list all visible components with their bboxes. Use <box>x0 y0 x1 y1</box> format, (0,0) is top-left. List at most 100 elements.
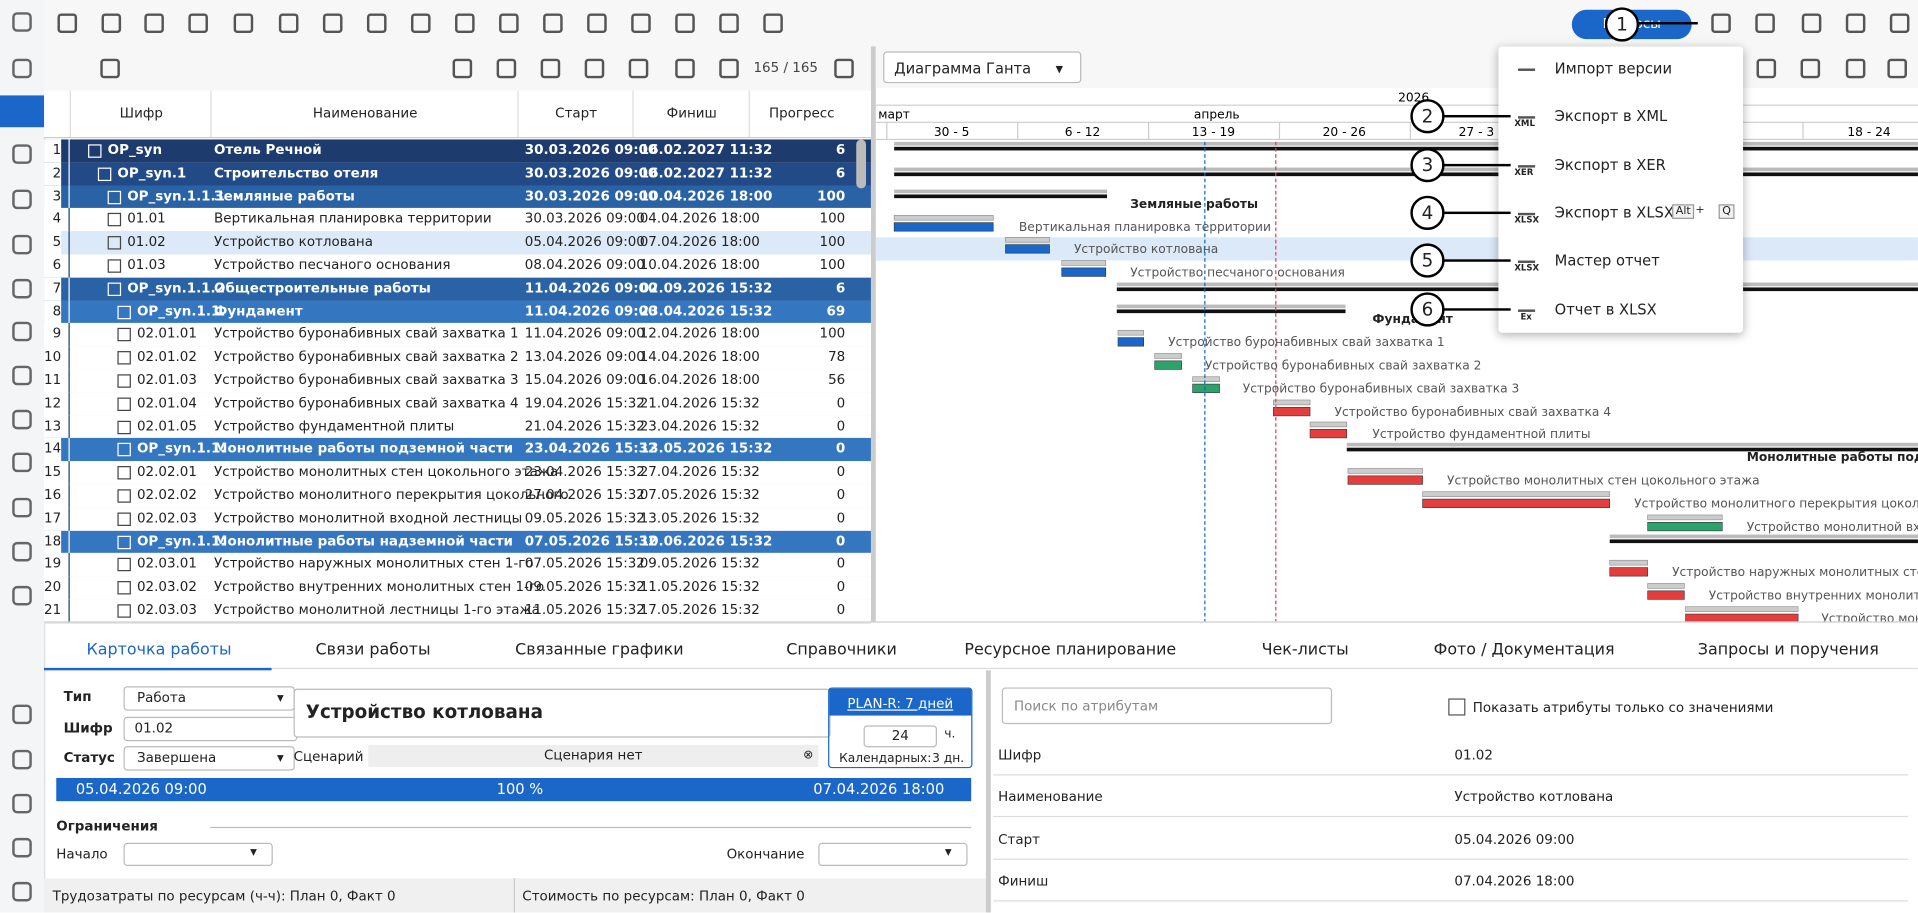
table-row[interactable]: 8 OP_syn.1.1. Фундамент 11.04.2026 09:00 23.… <box>44 300 871 325</box>
view-select[interactable]: Диаграмма Ганта ▾ <box>883 51 1082 84</box>
sidebar-icon[interactable] <box>12 144 32 164</box>
sidebar-icon[interactable] <box>12 12 32 32</box>
begin-select[interactable]: ▾ <box>123 842 273 867</box>
table-row[interactable]: 9 02.01.01 Устройство буронабивных свай за… <box>44 323 871 348</box>
table-row[interactable]: 15 02.02.01 Устройство монолитных стен цок… <box>44 461 871 486</box>
toolbar-icon[interactable] <box>584 58 605 79</box>
sidebar-icon[interactable] <box>12 541 32 562</box>
table-row[interactable]: 10 02.01.02 Устройство буронабивных свай з… <box>44 346 871 371</box>
toolbar-icon[interactable] <box>719 13 739 34</box>
toolbar-icon[interactable] <box>1800 58 1821 79</box>
toolbar-icon[interactable] <box>834 58 854 79</box>
checkbox[interactable] <box>107 236 122 250</box>
attribute-search[interactable]: Поиск по атрибутам <box>1001 687 1333 725</box>
table-row[interactable]: 17 02.02.03 Устройство монолитной входной … <box>44 507 871 532</box>
tab[interactable]: Ресурсное планирование <box>964 640 1177 660</box>
checkbox[interactable] <box>107 190 122 204</box>
checkbox[interactable] <box>117 466 131 480</box>
toolbar-icon[interactable] <box>144 13 164 34</box>
sidebar-icon[interactable] <box>12 189 32 210</box>
table-row[interactable]: 2 OP_syn.1 Строительство отеля 30.03.2026 0… <box>44 162 871 187</box>
toolbar-icon[interactable] <box>719 58 739 79</box>
toolbar-icon[interactable] <box>100 58 120 79</box>
tab[interactable]: Запросы и поручения <box>1697 640 1879 660</box>
table-row[interactable]: 14 OP_syn.1.1. Монолитные работы подземной… <box>44 438 871 463</box>
table-row[interactable]: 6 01.03 Устройство песчаного основания 08.0… <box>44 254 871 279</box>
toolbar-icon[interactable] <box>1756 58 1777 79</box>
checkbox[interactable] <box>117 512 131 526</box>
tab[interactable]: Карточка работы <box>86 640 232 660</box>
toolbar-icon[interactable] <box>322 13 343 34</box>
tab[interactable]: Фото / Документация <box>1433 640 1615 660</box>
tab[interactable]: Связи работы <box>315 640 431 660</box>
status-select[interactable]: Завершена ▾ <box>123 746 295 771</box>
toolbar-icon[interactable] <box>631 13 651 34</box>
toolbar-icon[interactable] <box>628 58 649 79</box>
toolbar-icon[interactable] <box>540 58 561 79</box>
toolbar-icon[interactable] <box>278 13 299 34</box>
checkbox[interactable] <box>88 144 102 158</box>
toolbar-icon[interactable] <box>101 13 122 34</box>
tab[interactable]: Справочники <box>786 640 897 660</box>
table-row[interactable]: 16 02.02.02 Устройство монолитного перекры… <box>44 484 871 509</box>
sidebar-icon[interactable] <box>12 409 32 430</box>
toolbar-icon[interactable] <box>455 13 475 34</box>
checkbox[interactable] <box>117 558 131 572</box>
toolbar-icon[interactable] <box>1755 13 1775 34</box>
sidebar-icon[interactable] <box>12 365 32 386</box>
sidebar-icon[interactable] <box>12 749 32 770</box>
sidebar-icon[interactable] <box>12 704 32 725</box>
hours-input[interactable]: 24 <box>863 725 937 748</box>
toolbar-icon[interactable] <box>366 13 387 34</box>
table-row[interactable]: 20 02.03.02 Устройство внутренних монолитн… <box>44 576 871 601</box>
toolbar-icon[interactable] <box>1889 13 1910 34</box>
plan-link[interactable]: PLAN-R: 7 дней <box>829 688 972 716</box>
end-select[interactable]: ▾ <box>818 842 968 867</box>
toolbar-icon[interactable] <box>496 58 517 79</box>
sidebar-icon[interactable] <box>12 321 32 342</box>
menu-item[interactable]: Экспорт в XML <box>1554 108 1668 126</box>
checkbox[interactable] <box>117 604 131 618</box>
toolbar-icon[interactable] <box>543 13 563 34</box>
checkbox[interactable] <box>117 443 131 457</box>
checkbox[interactable] <box>117 581 131 595</box>
checkbox[interactable] <box>1448 698 1466 716</box>
checkbox[interactable] <box>107 282 122 296</box>
table-row[interactable]: 3 OP_syn.1.1.1 Земляные работы 30.03.2026 0… <box>44 185 871 210</box>
checkbox[interactable] <box>117 374 131 388</box>
checkbox[interactable] <box>117 351 131 365</box>
table-row[interactable]: 13 02.01.05 Устройство фундаментной плиты 2… <box>44 415 871 440</box>
menu-item[interactable]: Экспорт в XER <box>1554 156 1666 174</box>
tab[interactable]: Чек-листы <box>1261 640 1349 660</box>
toolbar-icon[interactable] <box>57 13 78 34</box>
table-row[interactable]: 5 01.02 Устройство котлована 05.04.2026 09:… <box>44 231 871 256</box>
table-row[interactable]: 19 02.03.01 Устройство наружных монолитных… <box>44 553 871 578</box>
sidebar-icon[interactable] <box>12 793 32 814</box>
toolbar-icon[interactable] <box>675 58 695 79</box>
checkbox[interactable] <box>117 328 131 342</box>
menu-item[interactable]: Мастер отчет <box>1554 252 1660 270</box>
toolbar-icon[interactable] <box>1711 13 1731 34</box>
checkbox[interactable] <box>117 420 131 434</box>
code-input[interactable]: 01.02 <box>123 716 298 742</box>
checkbox[interactable] <box>117 535 131 549</box>
tab[interactable]: Связанные графики <box>515 640 684 660</box>
table-row[interactable]: 18 OP_syn.1.1. Монолитные работы надземной… <box>44 530 871 555</box>
checkbox[interactable] <box>107 213 122 227</box>
toolbar-icon[interactable] <box>499 13 519 34</box>
toolbar-icon[interactable] <box>1845 58 1866 79</box>
toolbar-icon[interactable] <box>1801 13 1822 34</box>
toolbar-icon[interactable] <box>763 13 783 34</box>
table-row[interactable]: 1 OP_syn Отель Речной 30.03.2026 09:00 16.02… <box>44 139 871 164</box>
toolbar-icon[interactable] <box>1845 13 1866 34</box>
toolbar-icon[interactable] <box>233 13 254 34</box>
toolbar-icon[interactable] <box>675 13 695 34</box>
table-row[interactable]: 21 02.03.03 Устройство монолитной лестницы… <box>44 599 871 624</box>
checkbox[interactable] <box>97 167 112 181</box>
table-row[interactable]: 4 01.01 Вертикальная планировка территории… <box>44 208 871 233</box>
menu-item[interactable]: Отчет в XLSX <box>1554 300 1657 318</box>
table-row[interactable]: 11 02.01.03 Устройство буронабивных свай з… <box>44 369 871 394</box>
sidebar-icon[interactable] <box>12 278 32 299</box>
title-input[interactable]: Устройство котлована <box>293 688 831 738</box>
checkbox[interactable] <box>117 489 131 503</box>
